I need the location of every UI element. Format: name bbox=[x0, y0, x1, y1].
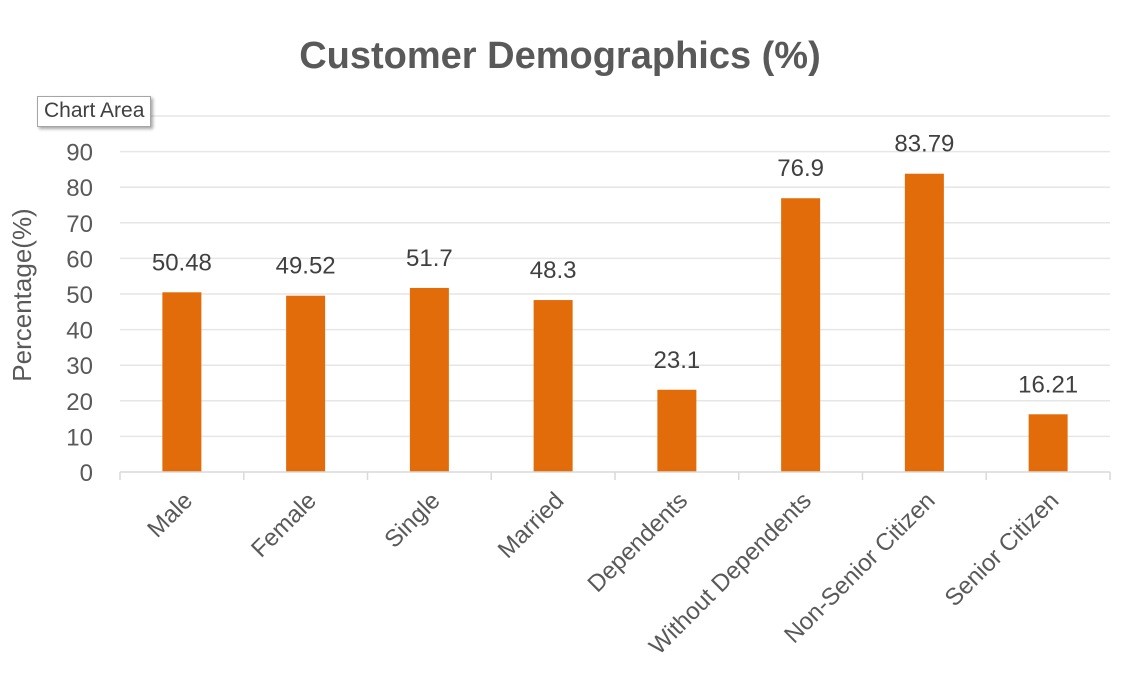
chart-title: Customer Demographics (%) bbox=[299, 35, 821, 77]
y-axis-ticks: 0 10 20 30 40 50 60 70 80 90 bbox=[66, 140, 93, 487]
y-tick-label: 60 bbox=[66, 246, 93, 273]
bar bbox=[286, 295, 326, 472]
bar bbox=[162, 292, 202, 472]
data-labels: 50.48 49.52 51.7 48.3 23.1 76.9 83.79 16.21 bbox=[152, 131, 1078, 399]
y-tick-label: 30 bbox=[66, 353, 93, 380]
x-category-label: Single bbox=[379, 487, 445, 553]
bar bbox=[533, 300, 573, 472]
data-label: 50.48 bbox=[152, 249, 212, 276]
data-label: 48.3 bbox=[530, 257, 577, 284]
data-label: 16.21 bbox=[1018, 371, 1078, 398]
x-category-label: Married bbox=[493, 487, 570, 564]
data-label: 76.9 bbox=[777, 155, 824, 182]
y-tick-label: 20 bbox=[66, 389, 93, 416]
category-labels: Male Female Single Married DependentsWithout… bbox=[142, 487, 1064, 660]
y-tick-label: 70 bbox=[66, 211, 93, 238]
y-tick-label: 10 bbox=[66, 424, 93, 451]
y-tick-label: 80 bbox=[66, 175, 93, 202]
bar bbox=[781, 198, 821, 472]
bar bbox=[409, 287, 449, 472]
y-tick-label: 90 bbox=[66, 140, 93, 167]
x-category-label: Male bbox=[142, 487, 198, 543]
x-category-label: Dependents bbox=[582, 487, 693, 598]
x-category-label: Female bbox=[246, 487, 322, 563]
y-tick-label: 40 bbox=[66, 318, 93, 345]
x-category-label: Senior Citizen bbox=[940, 487, 1065, 612]
data-label: 51.7 bbox=[406, 245, 453, 272]
data-label: 23.1 bbox=[654, 347, 701, 374]
chart-area-tooltip: Chart Area bbox=[37, 96, 152, 127]
bar bbox=[657, 389, 697, 472]
data-label: 83.79 bbox=[894, 131, 954, 158]
x-axis bbox=[119, 471, 1111, 480]
data-label: 49.52 bbox=[276, 253, 336, 280]
bar bbox=[904, 173, 944, 473]
y-tick-label: 0 bbox=[80, 460, 93, 487]
bar bbox=[1028, 414, 1068, 472]
bars bbox=[162, 173, 1068, 473]
gridlines bbox=[120, 115, 1110, 438]
y-axis-title: Percentage(%) bbox=[7, 208, 37, 381]
y-tick-label: 50 bbox=[66, 282, 93, 309]
